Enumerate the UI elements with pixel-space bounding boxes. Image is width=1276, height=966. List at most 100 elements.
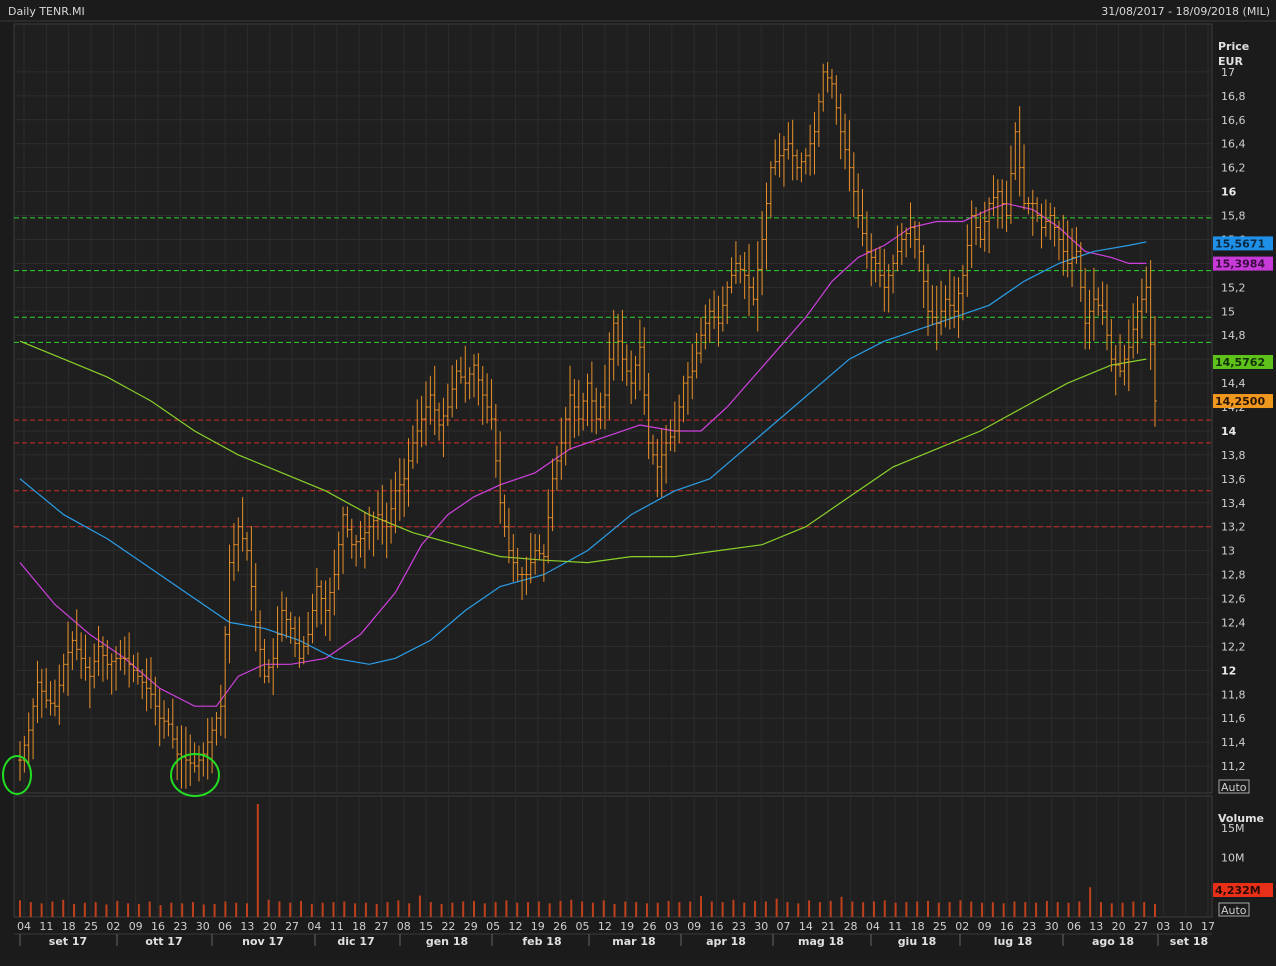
date-range: 31/08/2017 - 18/09/2018 (MIL) [1101, 5, 1270, 18]
day-tick-label: 16 [710, 920, 724, 933]
day-tick-label: 05 [486, 920, 500, 933]
price-tick-label: 16,6 [1221, 114, 1246, 127]
last-value-pink-box [1213, 256, 1273, 271]
day-tick-label: 03 [665, 920, 679, 933]
day-tick-label: 27 [1134, 920, 1148, 933]
day-tick-label: 16 [1000, 920, 1014, 933]
price-tick-label: 12,2 [1221, 640, 1246, 653]
day-tick-label: 08 [397, 920, 411, 933]
day-tick-label: 14 [799, 920, 813, 933]
price-tick-label: 12,8 [1221, 569, 1246, 582]
price-tick-label: 11,6 [1221, 712, 1246, 725]
ma-blue-line [19, 241, 1147, 665]
price-tick-label: 12,6 [1221, 593, 1246, 606]
price-tick-label: 12 [1221, 664, 1236, 677]
day-tick-label: 10 [1179, 920, 1193, 933]
price-bars [18, 62, 1157, 789]
day-tick-label: 23 [1022, 920, 1036, 933]
day-tick-label: 03 [1156, 920, 1170, 933]
day-tick-label: 12 [598, 920, 612, 933]
day-tick-label: 11 [39, 920, 53, 933]
price-tick-label: 14,4 [1221, 377, 1246, 390]
last-volume-box [1213, 883, 1273, 897]
day-tick-label: 11 [888, 920, 902, 933]
price-tick-label: 16,8 [1221, 90, 1246, 103]
day-tick-label: 04 [307, 920, 321, 933]
day-tick-label: 09 [129, 920, 143, 933]
day-tick-label: 30 [754, 920, 768, 933]
day-tick-label: 25 [84, 920, 98, 933]
volume-auto-button[interactable] [1218, 902, 1250, 917]
day-tick-label: 23 [732, 920, 746, 933]
month-label: giu 18 [898, 935, 937, 948]
day-tick-label: 20 [263, 920, 277, 933]
price-panel [13, 23, 1213, 794]
day-tick-label: 30 [1045, 920, 1059, 933]
last-value-pink: 15,3984 [1215, 258, 1265, 271]
price-tick-label: 14 [1221, 425, 1237, 438]
day-tick-label: 21 [821, 920, 835, 933]
day-tick-label: 11 [330, 920, 344, 933]
last-value-price-box [1213, 394, 1273, 409]
volume-tick-label: 15M [1221, 822, 1245, 835]
price-axis-unit: EUR [1218, 55, 1243, 68]
month-label: mag 18 [798, 935, 844, 948]
price-tick-label: 15 [1221, 305, 1235, 318]
price-auto-label: Auto [1221, 781, 1247, 794]
day-tick-label: 12 [508, 920, 522, 933]
price-tick-label: 13 [1221, 545, 1235, 558]
price-tick-label: 13,4 [1221, 497, 1246, 510]
last-value-labels: 15,5671 15,3984 14,5762 14,2500 4,232M [1213, 236, 1273, 897]
day-tick-label: 18 [911, 920, 925, 933]
price-tick-label: 16,2 [1221, 162, 1246, 175]
month-label: gen 18 [426, 935, 468, 948]
month-label: ott 17 [145, 935, 182, 948]
day-tick-label: 22 [441, 920, 455, 933]
day-tick-label: 04 [866, 920, 880, 933]
price-tick-label: 11,4 [1221, 736, 1246, 749]
price-tick-label: 17 [1221, 66, 1235, 79]
day-tick-label: 09 [978, 920, 992, 933]
circle-annotation-oct [170, 753, 220, 797]
day-tick-label: 19 [531, 920, 545, 933]
price-auto-button[interactable] [1218, 779, 1250, 794]
day-tick-label: 07 [777, 920, 791, 933]
last-value-green: 14,5762 [1215, 356, 1265, 369]
volume-panel [13, 795, 1213, 918]
price-tick-label: 13,8 [1221, 449, 1246, 462]
day-tick-label: 28 [844, 920, 858, 933]
price-tick-label: 14,8 [1221, 329, 1246, 342]
day-tick-label: 20 [1112, 920, 1126, 933]
month-label: nov 17 [242, 935, 284, 948]
day-tick-label: 17 [1201, 920, 1215, 933]
day-tick-label: 09 [687, 920, 701, 933]
month-label: feb 18 [522, 935, 561, 948]
day-tick-label: 26 [643, 920, 657, 933]
price-tick-label: 15,2 [1221, 281, 1246, 294]
day-tick-label: 13 [1089, 920, 1103, 933]
day-tick-label: 19 [620, 920, 634, 933]
price-tick-label: 11,2 [1221, 760, 1246, 773]
last-value-price: 14,2500 [1215, 395, 1265, 408]
price-tick-label: 13,6 [1221, 473, 1246, 486]
price-tick-label: 13,2 [1221, 521, 1246, 534]
grid [14, 24, 1212, 917]
price-tick-label: 16,4 [1221, 138, 1246, 151]
month-label: mar 18 [612, 935, 655, 948]
day-tick-label: 27 [285, 920, 299, 933]
day-tick-label: 04 [17, 920, 31, 933]
day-tick-label: 06 [1067, 920, 1081, 933]
day-tick-label: 18 [62, 920, 76, 933]
day-tick-label: 13 [240, 920, 254, 933]
day-tick-label: 18 [352, 920, 366, 933]
month-label: lug 18 [994, 935, 1033, 948]
volume-auto-label: Auto [1221, 904, 1247, 917]
volume-axis-label: Volume [1218, 812, 1264, 825]
day-tick-label: 02 [955, 920, 969, 933]
day-tick-label: 15 [419, 920, 433, 933]
month-label: ago 18 [1092, 935, 1134, 948]
price-tick-label: 15,8 [1221, 210, 1246, 223]
month-label: dic 17 [337, 935, 374, 948]
moving-averages [19, 202, 1147, 707]
